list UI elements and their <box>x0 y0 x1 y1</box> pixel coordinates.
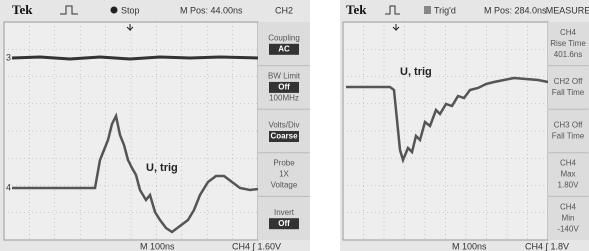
left-scope: Tek Stop M Pos: 44.00ns CH2 3 4 U, trig … <box>0 0 310 251</box>
menu-text: 401.6ns <box>554 50 582 59</box>
status: Trig'd <box>434 5 456 15</box>
trigger-level: CH4 ∫ 1.60V <box>232 241 281 251</box>
menu-text: CH2 Off <box>554 77 584 86</box>
right-scope: Tek Trig'd M Pos: 284.0ns MEASURE U, tri… <box>340 0 589 251</box>
menu-text: CH4 <box>560 159 577 168</box>
marker: 4 <box>6 182 11 192</box>
menu-text: 1X <box>279 170 289 179</box>
menu-value: AC <box>278 44 290 53</box>
menu-text: -140V <box>557 224 579 233</box>
status: Stop <box>121 5 140 15</box>
menu-text: BW Limit <box>268 72 301 81</box>
menu-value: Coarse <box>270 132 298 141</box>
marker: 3 <box>6 52 11 62</box>
menu-text: Min <box>562 213 575 222</box>
menu-text: Volts/Div <box>268 121 299 130</box>
menu-text: CH3 Off <box>554 121 584 130</box>
menu-text: Rise Time <box>550 39 586 48</box>
position: M Pos: 284.0ns <box>484 5 547 15</box>
menu-text: Coupling <box>268 33 300 42</box>
stop-icon <box>111 7 118 14</box>
screenshot: Tek Stop M Pos: 44.00ns CH2 3 4 U, trig … <box>0 0 589 251</box>
menu-text: CH4 <box>560 28 577 37</box>
brand: Tek <box>12 2 33 17</box>
trig-icon <box>424 6 431 14</box>
menu-text: Probe <box>273 159 295 168</box>
menu-text: Fall Time <box>552 132 585 141</box>
menu-text: 100MHz <box>269 94 299 103</box>
timebase: M 100ns <box>140 241 175 251</box>
annotation: U, trig <box>146 162 178 174</box>
menu-text: Fall Time <box>552 88 585 97</box>
channel: CH2 <box>275 5 293 15</box>
menu-text: Invert <box>274 208 295 217</box>
menu-text: Voltage <box>271 181 298 190</box>
trigger-level: CH4 ∫ 1.8V <box>525 241 569 251</box>
page: Tek Stop M Pos: 44.00ns CH2 3 4 U, trig … <box>0 0 589 251</box>
timebase: M 100ns <box>452 241 487 251</box>
position: M Pos: 44.00ns <box>180 5 243 15</box>
menu-text: 1.80V <box>558 181 580 190</box>
menu-value: Off <box>278 83 290 92</box>
menu-text: CH4 <box>560 202 577 211</box>
menu-value: Off <box>278 219 290 228</box>
menu-text: Max <box>560 170 575 179</box>
brand: Tek <box>346 2 367 17</box>
channel: MEASURE <box>546 5 589 15</box>
annotation: U, trig <box>400 66 432 78</box>
